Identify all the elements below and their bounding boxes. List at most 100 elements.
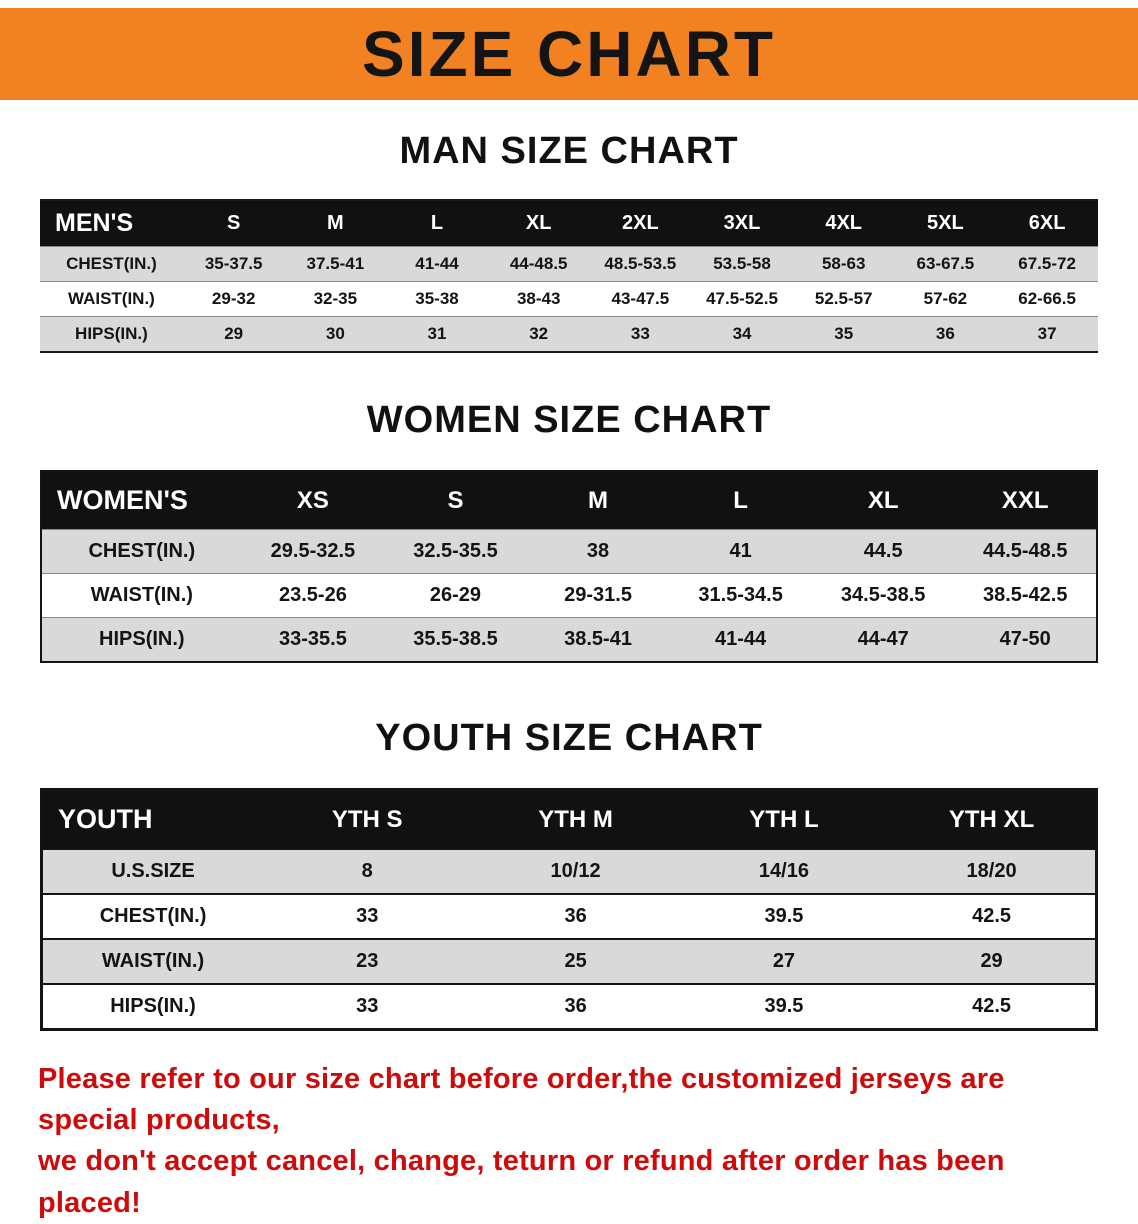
value-cell: 44.5-48.5 bbox=[954, 529, 1097, 574]
value-cell: 35 bbox=[792, 316, 895, 352]
value-cell: 42.5 bbox=[888, 983, 1097, 1030]
men-size-section: MAN SIZE CHART MEN'S S M L XL 2XL 3XL 4XL 5XL 6XL… bbox=[0, 130, 1138, 353]
table-row: U.S.SIZE 8 10/12 14/16 18/20 bbox=[41, 848, 1097, 894]
size-header-cell: L bbox=[669, 471, 812, 530]
footer-note-line-1: Please refer to our size chart before or… bbox=[38, 1063, 1005, 1137]
value-cell: 35.5-38.5 bbox=[384, 617, 527, 662]
table-title-cell: WOMEN'S bbox=[41, 471, 242, 530]
size-header-cell: XL bbox=[487, 200, 590, 247]
value-cell: 38-43 bbox=[487, 281, 590, 317]
value-cell: 26-29 bbox=[384, 573, 527, 618]
row-label-cell: HIPS(IN.) bbox=[41, 983, 264, 1030]
table-title-cell: MEN'S bbox=[40, 200, 183, 247]
size-header-cell: S bbox=[182, 200, 285, 247]
value-cell: 37.5-41 bbox=[284, 246, 387, 282]
value-cell: 32-35 bbox=[284, 281, 387, 317]
size-header-cell: S bbox=[384, 471, 527, 530]
value-cell: 67.5-72 bbox=[996, 246, 1098, 282]
value-cell: 35-37.5 bbox=[182, 246, 285, 282]
size-header-cell: 2XL bbox=[589, 200, 692, 247]
value-cell: 31 bbox=[386, 316, 488, 352]
value-cell: 30 bbox=[284, 316, 387, 352]
value-cell: 44.5 bbox=[811, 529, 955, 574]
value-cell: 58-63 bbox=[792, 246, 895, 282]
size-chart-page: SIZE CHART MAN SIZE CHART MEN'S S M L XL 2XL 3… bbox=[0, 8, 1138, 1219]
row-label-cell: CHEST(IN.) bbox=[41, 893, 264, 939]
value-cell: 35-38 bbox=[386, 281, 488, 317]
table-row: CHEST(IN.) 29.5-32.5 32.5-35.5 38 41 44.5 44.5… bbox=[41, 529, 1097, 574]
row-label-cell: CHEST(IN.) bbox=[41, 529, 242, 574]
value-cell: 36 bbox=[894, 316, 997, 352]
value-cell: 8 bbox=[263, 848, 472, 894]
table-title-cell: YOUTH bbox=[41, 789, 264, 849]
value-cell: 38 bbox=[526, 529, 670, 574]
footer-note-line-2: we don't accept cancel, change, teturn o… bbox=[38, 1145, 1005, 1219]
table-header-row: YOUTH YTH S YTH M YTH L YTH XL bbox=[41, 789, 1097, 849]
value-cell: 62-66.5 bbox=[996, 281, 1098, 317]
row-label-cell: WAIST(IN.) bbox=[41, 573, 242, 618]
value-cell: 18/20 bbox=[888, 848, 1097, 894]
size-header-cell: XS bbox=[241, 471, 385, 530]
table-row: HIPS(IN.) 33 36 39.5 42.5 bbox=[41, 983, 1097, 1030]
men-size-table: MEN'S S M L XL 2XL 3XL 4XL 5XL 6XL CHEST(IN.) 35-37… bbox=[40, 199, 1098, 353]
value-cell: 43-47.5 bbox=[589, 281, 692, 317]
value-cell: 32.5-35.5 bbox=[384, 529, 527, 574]
size-header-cell: 3XL bbox=[691, 200, 793, 247]
size-header-cell: YTH L bbox=[679, 789, 889, 849]
table-row: HIPS(IN.) 29 30 31 32 33 34 35 36 37 bbox=[40, 316, 1098, 352]
value-cell: 29-32 bbox=[182, 281, 285, 317]
youth-size-table: YOUTH YTH S YTH M YTH L YTH XL U.S.SIZE 8 10/12… bbox=[40, 788, 1098, 1031]
table-row: WAIST(IN.) 29-32 32-35 35-38 38-43 43-47.5 47.… bbox=[40, 281, 1098, 317]
value-cell: 34 bbox=[691, 316, 793, 352]
value-cell: 36 bbox=[471, 893, 680, 939]
men-chart-heading: MAN SIZE CHART bbox=[399, 130, 739, 172]
page-title: SIZE CHART bbox=[362, 18, 776, 90]
row-label-cell: U.S.SIZE bbox=[41, 848, 264, 894]
value-cell: 32 bbox=[487, 316, 590, 352]
value-cell: 53.5-58 bbox=[691, 246, 793, 282]
value-cell: 38.5-42.5 bbox=[954, 573, 1097, 618]
banner: SIZE CHART bbox=[0, 8, 1138, 100]
size-header-cell: 6XL bbox=[996, 200, 1098, 247]
youth-size-section: YOUTH SIZE CHART YOUTH YTH S YTH M YTH L YTH… bbox=[0, 717, 1138, 1031]
value-cell: 25 bbox=[471, 938, 680, 984]
value-cell: 37 bbox=[996, 316, 1098, 352]
youth-chart-heading: YOUTH SIZE CHART bbox=[375, 717, 763, 759]
value-cell: 57-62 bbox=[894, 281, 997, 317]
table-row: HIPS(IN.) 33-35.5 35.5-38.5 38.5-41 41-44 44-… bbox=[41, 617, 1097, 662]
value-cell: 47.5-52.5 bbox=[691, 281, 793, 317]
value-cell: 29.5-32.5 bbox=[241, 529, 385, 574]
value-cell: 63-67.5 bbox=[894, 246, 997, 282]
value-cell: 36 bbox=[471, 983, 680, 1030]
footer-note: Please refer to our size chart before or… bbox=[38, 1059, 1100, 1224]
value-cell: 52.5-57 bbox=[792, 281, 895, 317]
women-size-section: WOMEN SIZE CHART WOMEN'S XS S M L XL XXL CHEST(… bbox=[0, 399, 1138, 663]
value-cell: 41 bbox=[669, 529, 812, 574]
table-header-row: WOMEN'S XS S M L XL XXL bbox=[41, 471, 1097, 530]
size-header-cell: XL bbox=[811, 471, 955, 530]
row-label-cell: WAIST(IN.) bbox=[40, 281, 183, 317]
size-header-cell: YTH M bbox=[471, 789, 680, 849]
row-label-cell: WAIST(IN.) bbox=[41, 938, 264, 984]
table-row: WAIST(IN.) 23.5-26 26-29 29-31.5 31.5-34.5 34… bbox=[41, 573, 1097, 618]
value-cell: 33 bbox=[263, 893, 472, 939]
size-header-cell: YTH XL bbox=[888, 789, 1097, 849]
row-label-cell: CHEST(IN.) bbox=[40, 246, 183, 282]
value-cell: 41-44 bbox=[669, 617, 812, 662]
row-label-cell: HIPS(IN.) bbox=[40, 316, 183, 352]
size-header-cell: 5XL bbox=[894, 200, 997, 247]
value-cell: 33 bbox=[589, 316, 692, 352]
value-cell: 31.5-34.5 bbox=[669, 573, 812, 618]
value-cell: 41-44 bbox=[386, 246, 488, 282]
value-cell: 23.5-26 bbox=[241, 573, 385, 618]
value-cell: 42.5 bbox=[888, 893, 1097, 939]
value-cell: 34.5-38.5 bbox=[811, 573, 955, 618]
value-cell: 39.5 bbox=[679, 893, 889, 939]
value-cell: 29-31.5 bbox=[526, 573, 670, 618]
women-size-table: WOMEN'S XS S M L XL XXL CHEST(IN.) 29.5-32.5 32.5… bbox=[40, 470, 1098, 663]
size-header-cell: M bbox=[526, 471, 670, 530]
value-cell: 33 bbox=[263, 983, 472, 1030]
value-cell: 44-47 bbox=[811, 617, 955, 662]
value-cell: 27 bbox=[679, 938, 889, 984]
women-chart-heading: WOMEN SIZE CHART bbox=[366, 399, 772, 441]
